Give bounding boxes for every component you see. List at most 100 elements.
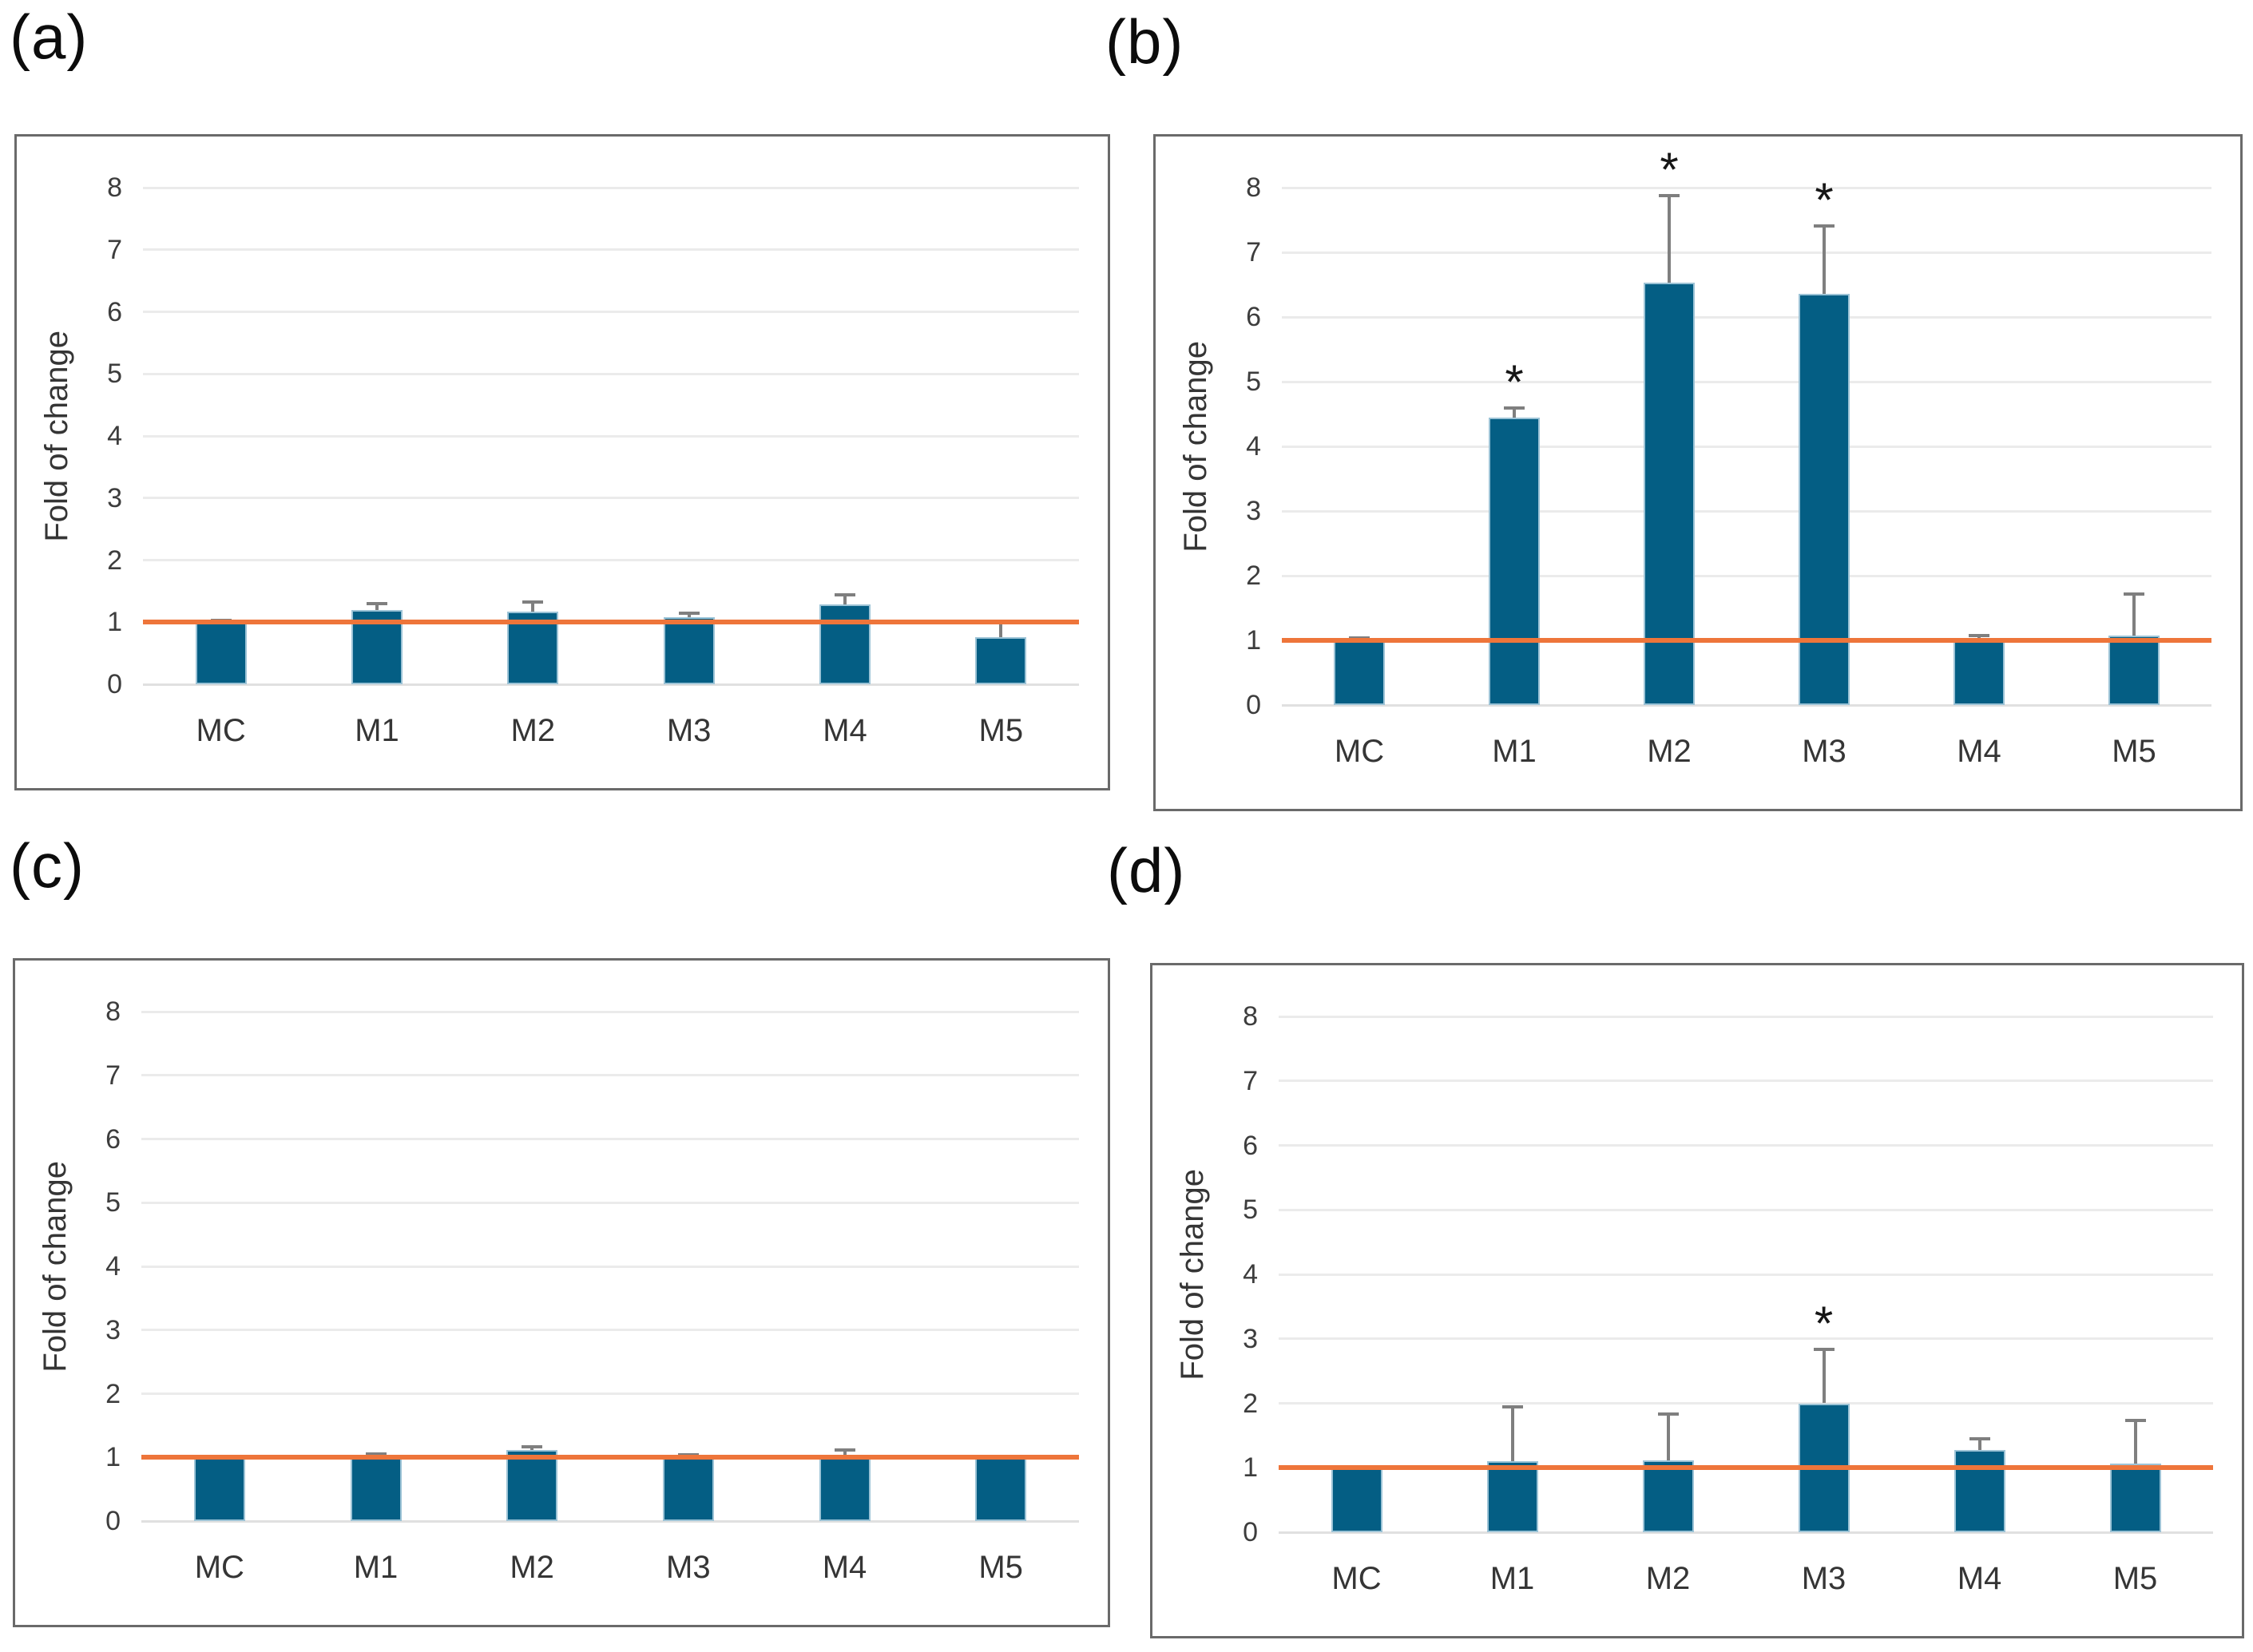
x-category-label: M5: [978, 713, 1024, 748]
y-tick-label: 0: [1246, 690, 1261, 720]
y-tick-label: 4: [1243, 1259, 1258, 1290]
gridline: [1279, 1208, 2213, 1211]
y-tick-label: 5: [1243, 1194, 1258, 1226]
y-tick-label: 7: [107, 234, 122, 265]
error-bar-cap: [1813, 1348, 1835, 1352]
bar-M1: [350, 1457, 402, 1521]
y-axis-label: Fold of change: [1164, 1016, 1221, 1532]
bar-M4: [819, 1455, 871, 1521]
error-bar-line: [1977, 1438, 1981, 1451]
x-category-label: M2: [1647, 734, 1692, 769]
y-tick-label: 4: [107, 421, 122, 451]
y-axis-label-text: Fold of change: [37, 1160, 73, 1373]
bar-M3: [1799, 293, 1850, 705]
x-category-label: M4: [823, 713, 867, 748]
y-tick-label: 1: [1246, 625, 1261, 656]
error-bar-cap: [367, 601, 387, 605]
y-tick-label: 0: [107, 669, 122, 699]
significance-star: *: [1505, 355, 1524, 410]
error-bar-cap: [1969, 1436, 1990, 1440]
gridline: [1282, 445, 2211, 448]
error-bar-cap: [1814, 224, 1835, 228]
error-bar-cap: [834, 1448, 855, 1452]
x-category-label: MC: [196, 713, 246, 748]
reference-line: [141, 1455, 1079, 1460]
gridline: [1282, 315, 2211, 319]
x-category-label: M2: [510, 1550, 554, 1585]
bar-M4: [1954, 640, 2005, 705]
y-tick-label: 8: [107, 172, 122, 203]
y-tick-label: 8: [105, 996, 121, 1027]
error-bar-line: [843, 595, 847, 605]
bar-M5: [2108, 635, 2160, 705]
y-tick-label: 8: [1243, 1001, 1258, 1032]
y-tick-label: 5: [105, 1187, 121, 1218]
y-tick-label: 7: [1246, 237, 1261, 267]
gridline: [1282, 251, 2211, 254]
panel-a-chart: 0 1 2 3 4 5 6 7 8 Fold of change MC M1 M2 M3 M4 M5: [17, 137, 1108, 788]
bar-M2: [506, 1449, 558, 1521]
bar-M1: [1489, 417, 1540, 705]
reference-line: [1282, 638, 2211, 643]
x-category-label: M1: [353, 1550, 399, 1585]
error-bar-line: [687, 612, 691, 618]
y-axis-label-text: Fold of change: [1177, 340, 1213, 553]
panel-label-a: (a): [10, 2, 89, 72]
y-axis-label-text: Fold of change: [38, 330, 74, 542]
x-category-label: M4: [822, 1550, 867, 1585]
error-bar-cap: [835, 593, 855, 597]
x-category-label: MC: [1334, 734, 1385, 769]
error-bar-line: [375, 603, 379, 610]
x-category-label: M1: [1489, 1561, 1535, 1596]
gridline: [143, 311, 1079, 313]
gridline: [143, 372, 1079, 375]
gridline: [143, 248, 1079, 252]
gridline: [143, 186, 1079, 189]
gridline: [143, 434, 1079, 438]
y-tick-label: 0: [1243, 1517, 1258, 1547]
error-bar-cap: [677, 1453, 699, 1457]
panel-d-chart: 0 1 2 3 4 5 6 7 8 Fold of change MC M1 M2 * M3 M4 M5: [1152, 965, 2242, 1636]
gridline: [1282, 574, 2211, 577]
gridline: [1279, 1144, 2213, 1147]
gridline: [141, 1074, 1079, 1077]
y-tick-label: 3: [107, 482, 122, 513]
y-tick-label: 7: [1243, 1065, 1258, 1096]
gridline: [141, 1138, 1079, 1140]
gridline: [141, 1201, 1079, 1204]
x-category-label: M4: [1957, 1561, 2002, 1596]
y-tick-label: 1: [1243, 1452, 1258, 1484]
y-tick-label: 3: [1246, 496, 1261, 526]
y-axis-label: Fold of change: [28, 188, 85, 684]
bar-M3: [663, 617, 715, 684]
error-bar-cap: [1657, 1412, 1679, 1416]
y-tick-label: 4: [105, 1251, 121, 1282]
gridline: [141, 1329, 1079, 1332]
bar-MC: [1331, 1468, 1382, 1532]
bar-M2: [1644, 283, 1695, 705]
reference-line: [143, 620, 1079, 625]
gridline: [1279, 1402, 2213, 1404]
y-tick-label: 2: [105, 1378, 121, 1409]
reference-line: [1279, 1465, 2213, 1471]
error-bar-cap: [678, 611, 700, 615]
panel-b-box: 0 1 2 3 4 5 6 7 8 Fold of change MC * M1 * M2 * M3 M4 M5: [1153, 134, 2243, 811]
gridline: [1279, 1015, 2213, 1018]
gridline: [1282, 509, 2211, 513]
y-axis-label: Fold of change: [1167, 188, 1224, 705]
error-bar-line: [1513, 408, 1516, 418]
y-tick-label: 6: [105, 1123, 121, 1155]
error-bar-line: [1510, 1406, 1514, 1462]
x-category-label: MC: [194, 1550, 244, 1585]
bar-M2: [1642, 1460, 1694, 1532]
bar-MC: [1334, 640, 1385, 705]
error-bar-line: [2132, 593, 2136, 636]
bar-M4: [819, 604, 871, 684]
y-tick-label: 5: [1246, 366, 1261, 397]
significance-star: *: [1814, 1297, 1834, 1351]
x-category-label: M1: [355, 713, 399, 748]
y-tick-label: 2: [1246, 561, 1261, 591]
x-category-label: M2: [510, 713, 556, 748]
error-bar-cap: [522, 1445, 543, 1449]
panel-c-box: 0 1 2 3 4 5 6 7 8 Fold of change MC M1 M2 M3 M4 M5: [13, 958, 1110, 1627]
